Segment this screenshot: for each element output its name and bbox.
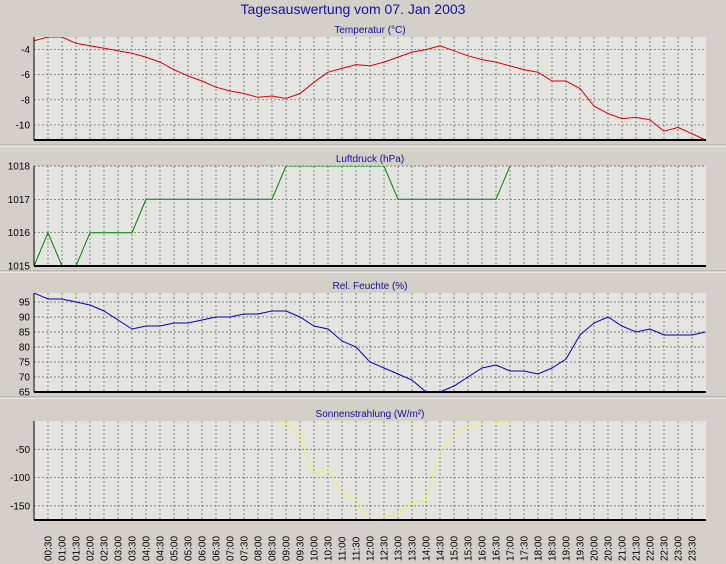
pressure-panel-title: Luftdruck (hPa)	[336, 154, 404, 165]
y-tick-label: -8	[21, 95, 30, 106]
x-tick-label: 18:00	[534, 536, 545, 561]
chart-panels: Temperatur (°C) -4 -6 -8 -10 Luftdruck (hPa) 1…	[0, 25, 726, 521]
y-tick-label: 90	[19, 313, 31, 324]
pressure-vgrid	[47, 166, 693, 266]
y-tick-label: -4	[21, 45, 30, 56]
x-tick-label: 14:00	[422, 536, 433, 561]
x-tick-label: 02:30	[100, 536, 111, 561]
x-tick-label: 13:30	[408, 536, 419, 561]
x-tick-label: 10:30	[324, 536, 335, 561]
temperature-plot-area	[34, 37, 706, 140]
x-tick-label: 21:30	[632, 536, 643, 561]
temperature-panel-title: Temperatur (°C)	[334, 25, 405, 36]
x-tick-label: 15:30	[464, 536, 475, 561]
pressure-panel: Luftdruck (hPa) 1018 1017 1016 1015	[0, 154, 726, 273]
radiation-line	[34, 421, 706, 520]
x-tick-label: 21:00	[618, 536, 629, 561]
x-tick-label: 07:00	[226, 536, 237, 561]
x-tick-label: 23:00	[674, 536, 685, 561]
x-tick-label: 02:00	[86, 536, 97, 561]
x-tick-label: 22:30	[660, 536, 671, 561]
x-tick-label: 16:00	[478, 536, 489, 561]
x-tick-label: 19:30	[576, 536, 587, 561]
x-tick-label: 08:30	[268, 536, 279, 561]
x-tick-label: 11:30	[352, 536, 363, 561]
y-tick-label: -50	[16, 445, 31, 456]
x-tick-label: 12:00	[366, 536, 377, 561]
radiation-panel: Sonnenstrahlung (W/m²) -50 -100 -150	[10, 409, 706, 521]
x-tick-label: 04:30	[156, 536, 167, 561]
x-tick-label: 03:30	[128, 536, 139, 561]
x-tick-label: 04:00	[142, 536, 153, 561]
radiation-vgrid	[47, 421, 693, 520]
x-tick-label: 17:30	[520, 536, 531, 561]
chart-title: Tagesauswertung vom 07. Jan 2003	[241, 1, 466, 17]
pressure-line	[34, 166, 511, 266]
temperature-panel: Temperatur (°C) -4 -6 -8 -10	[0, 25, 726, 147]
y-tick-label: 65	[19, 388, 31, 399]
x-tick-label: 09:30	[296, 536, 307, 561]
x-tick-label: 07:30	[240, 536, 251, 561]
x-tick-label: 09:00	[282, 536, 293, 561]
x-tick-label: 15:00	[450, 536, 461, 561]
y-tick-label: -150	[10, 501, 30, 512]
humidity-vgrid	[47, 293, 693, 392]
radiation-panel-title: Sonnenstrahlung (W/m²)	[316, 409, 425, 420]
x-tick-label: 23:30	[688, 536, 699, 561]
y-tick-label: 95	[19, 298, 31, 309]
y-tick-label: 70	[19, 373, 31, 384]
y-tick-label: 1015	[8, 262, 31, 273]
x-tick-label: 18:30	[548, 536, 559, 561]
x-tick-label: 01:30	[72, 536, 83, 561]
x-axis-labels: 00:30 01:00 01:30 02:00 02:30 03:00 03:30 04:00…	[44, 536, 699, 561]
y-tick-label: -10	[16, 120, 31, 131]
y-tick-label: -100	[10, 473, 30, 484]
x-tick-label: 17:00	[506, 536, 517, 561]
y-tick-label: 85	[19, 328, 31, 339]
y-tick-label: 80	[19, 343, 31, 354]
x-tick-label: 10:00	[310, 536, 321, 561]
humidity-panel-title: Rel. Feuchte (%)	[332, 281, 407, 292]
x-tick-label: 06:30	[212, 536, 223, 561]
x-tick-label: 22:00	[646, 536, 657, 561]
x-tick-label: 00:30	[44, 536, 55, 561]
x-tick-label: 06:00	[198, 536, 209, 561]
x-tick-label: 05:00	[170, 536, 181, 561]
radiation-y-axis: -50 -100 -150	[10, 445, 706, 512]
x-tick-label: 13:00	[394, 536, 405, 561]
x-tick-label: 20:30	[604, 536, 615, 561]
temperature-vgrid	[47, 37, 693, 140]
x-tick-label: 16:30	[492, 536, 503, 561]
x-tick-label: 11:00	[338, 536, 349, 561]
humidity-panel: Rel. Feuchte (%) 95 90 85 80 75 70 65	[0, 281, 726, 399]
y-tick-label: -6	[21, 70, 30, 81]
y-tick-label: 1016	[8, 228, 31, 239]
x-tick-label: 12:30	[380, 536, 391, 561]
y-tick-label: 75	[19, 358, 31, 369]
x-tick-label: 03:00	[114, 536, 125, 561]
x-tick-label: 20:00	[590, 536, 601, 561]
y-tick-label: 1017	[8, 195, 31, 206]
temperature-y-axis: -4 -6 -8 -10	[16, 45, 706, 131]
x-tick-label: 01:00	[58, 536, 69, 561]
x-tick-label: 19:00	[562, 536, 573, 561]
humidity-line	[34, 293, 706, 392]
y-tick-label: 1018	[8, 162, 31, 173]
x-tick-label: 08:00	[254, 536, 265, 561]
temperature-line	[34, 37, 706, 140]
x-tick-label: 05:30	[184, 536, 195, 561]
x-tick-label: 14:30	[436, 536, 447, 561]
